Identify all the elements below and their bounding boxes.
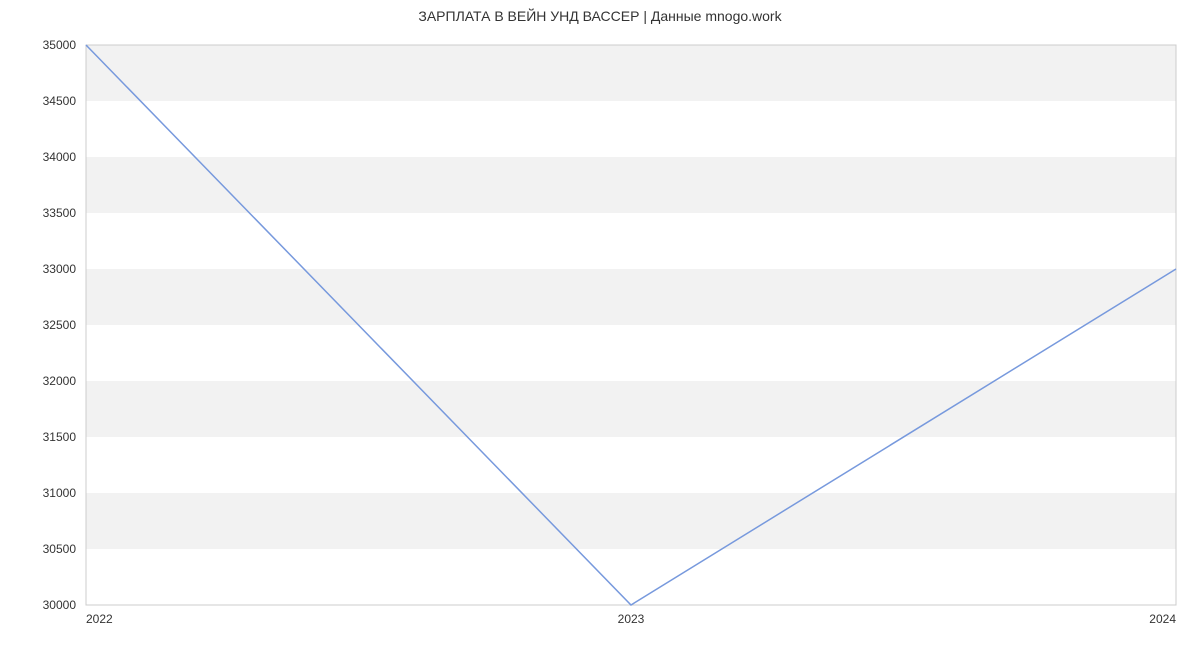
grid-band [86,437,1176,493]
x-tick-label: 2023 [618,612,645,626]
grid-band [86,213,1176,269]
y-tick-label: 31500 [43,430,77,444]
y-tick-label: 34500 [43,94,77,108]
grid-band [86,381,1176,437]
y-tick-label: 33500 [43,206,77,220]
y-tick-label: 30500 [43,542,77,556]
grid-band [86,325,1176,381]
grid-band [86,157,1176,213]
x-tick-label: 2024 [1149,612,1176,626]
y-tick-label: 34000 [43,150,77,164]
grid-band [86,45,1176,101]
grid-band [86,549,1176,605]
y-tick-label: 35000 [43,38,77,52]
chart-container: ЗАРПЛАТА В ВЕЙН УНД ВАССЕР | Данные mnog… [0,0,1200,650]
y-tick-label: 31000 [43,486,77,500]
grid-band [86,269,1176,325]
grid-band [86,493,1176,549]
y-tick-label: 32000 [43,374,77,388]
grid-band [86,101,1176,157]
y-tick-label: 32500 [43,318,77,332]
y-tick-label: 30000 [43,598,77,612]
y-tick-label: 33000 [43,262,77,276]
chart-title: ЗАРПЛАТА В ВЕЙН УНД ВАССЕР | Данные mnog… [0,8,1200,24]
line-chart: 30000 30500 31000 31500 32000 32500 33000 33500… [0,0,1200,650]
x-tick-label: 2022 [86,612,113,626]
